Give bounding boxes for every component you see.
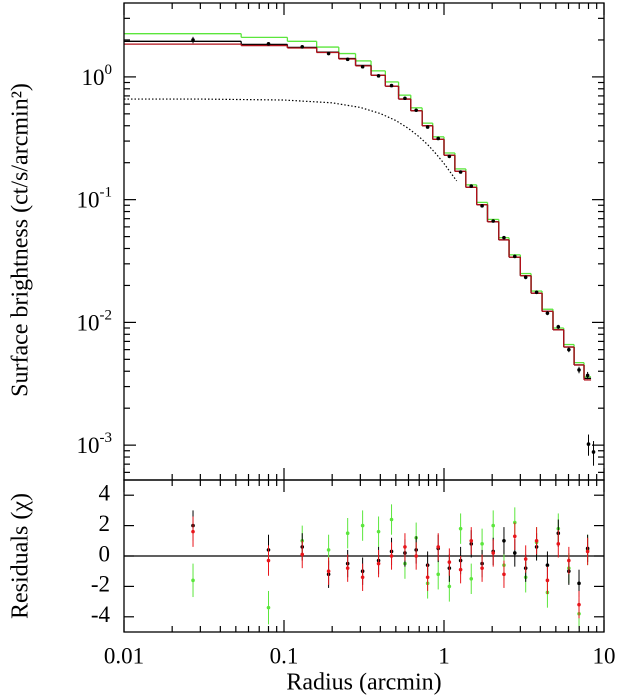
data-point <box>360 64 365 69</box>
data-point <box>586 442 591 446</box>
y-tick-label: 10-3 <box>77 430 113 458</box>
data-point <box>585 373 590 378</box>
y-tick-label: 10-2 <box>77 307 113 335</box>
data-point <box>389 83 394 88</box>
data-point <box>266 42 271 46</box>
data-point <box>425 125 430 129</box>
data-point <box>345 57 350 62</box>
residual-point <box>266 605 271 610</box>
residual-point <box>300 552 305 557</box>
y-tick-exponent: -1 <box>100 185 113 201</box>
residual-y-tick-label: -4 <box>91 602 111 627</box>
y-tick-exponent: -3 <box>100 430 113 446</box>
residual-point <box>360 523 365 528</box>
residual-point <box>389 554 394 558</box>
x-tick-label: 0.01 <box>104 643 144 668</box>
data-point <box>491 219 495 223</box>
residual-point <box>534 539 539 543</box>
residual-point <box>502 572 506 577</box>
residual-point <box>403 545 407 549</box>
y-tick-label: 10-1 <box>77 185 113 213</box>
residual-point <box>577 581 581 586</box>
residual-point <box>458 567 463 572</box>
residual-y-tick-label: 2 <box>99 511 111 536</box>
residual-point <box>577 602 581 607</box>
residual-axis-label: Residuals (χ) <box>8 493 34 619</box>
residual-point <box>326 548 331 552</box>
y-tick-exponent: -2 <box>100 307 113 323</box>
residual-point <box>523 557 528 561</box>
residual-y-tick-label: 0 <box>99 541 111 566</box>
residual-point <box>191 529 195 534</box>
x-axis-label: Radius (arcmin) <box>286 670 441 696</box>
residual-point <box>389 517 394 522</box>
residual-point <box>425 575 430 580</box>
residual-point <box>447 584 452 589</box>
residual-point <box>567 558 571 563</box>
residual-point <box>545 578 550 583</box>
data-point <box>523 275 528 280</box>
residual-point <box>360 575 365 580</box>
residual-point <box>556 542 561 546</box>
data-point <box>480 204 484 208</box>
data-point <box>414 108 418 113</box>
data-point <box>512 254 517 259</box>
x-tick-label: 1 <box>438 643 450 668</box>
data-point <box>502 235 506 240</box>
residual-point <box>469 539 474 543</box>
residual-point <box>545 563 550 567</box>
data-point <box>326 51 331 56</box>
data-point <box>458 170 463 174</box>
data-point <box>591 450 596 454</box>
residual-point <box>480 566 484 570</box>
data-point <box>191 38 195 42</box>
residual-point <box>458 526 463 531</box>
data-point <box>534 290 539 295</box>
residual-point <box>345 531 350 535</box>
y-axis-label: Surface brightness (ct/s/arcmin²) <box>8 83 34 397</box>
x-tick-label: 0.1 <box>270 643 299 668</box>
residual-point <box>436 572 441 577</box>
y-tick-base: 10 <box>77 188 100 213</box>
residual-point <box>480 542 484 546</box>
residual-point <box>266 558 271 563</box>
data-point <box>300 44 305 49</box>
data-point <box>556 325 561 329</box>
residual-point <box>585 549 590 554</box>
y-tick-base: 10 <box>77 310 100 335</box>
residual-point <box>436 545 441 549</box>
residual-point <box>447 560 452 564</box>
data-point <box>567 347 571 352</box>
data-point <box>436 136 441 141</box>
residual-point <box>376 561 381 566</box>
residual-point <box>491 523 495 528</box>
x-tick-label: 10 <box>593 643 616 668</box>
residual-point <box>469 577 474 581</box>
y-tick-exponent: 0 <box>105 62 113 78</box>
residual-point <box>491 551 495 555</box>
residual-y-tick-label: -2 <box>91 572 110 597</box>
data-point <box>577 368 581 372</box>
residual-point <box>414 554 418 558</box>
residual-point <box>502 539 506 543</box>
residual-point <box>512 551 517 555</box>
residual-point <box>345 566 350 570</box>
data-point <box>545 311 550 315</box>
data-point <box>469 184 474 188</box>
residual-point <box>191 578 195 583</box>
residual-y-tick-label: 4 <box>99 480 111 505</box>
residual-point <box>326 569 331 573</box>
residual-point <box>512 534 517 539</box>
y-tick-label: 100 <box>82 62 113 90</box>
data-point <box>376 74 381 78</box>
residual-point <box>376 529 381 534</box>
y-tick-base: 10 <box>77 433 100 458</box>
data-point <box>447 154 452 159</box>
y-tick-base: 10 <box>82 65 105 90</box>
data-point <box>403 96 407 101</box>
